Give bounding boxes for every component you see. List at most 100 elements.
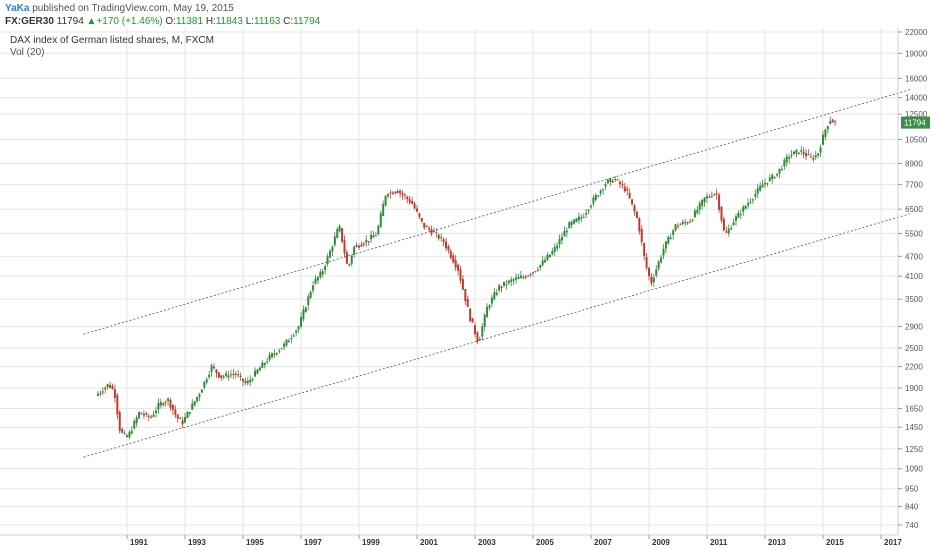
candle-body — [701, 199, 704, 206]
price-chart[interactable]: 740 840 950 1090 1250 1450 1650 1900 2200 2500 290… — [0, 28, 932, 550]
y-tick-label: 840 — [905, 503, 919, 512]
candle-body — [735, 216, 737, 221]
candle-body — [123, 432, 126, 434]
y-tick-label: 8900 — [905, 160, 923, 169]
candle-body — [367, 240, 370, 242]
candle-body — [384, 195, 387, 206]
candle-body — [461, 279, 464, 290]
candle-body — [302, 309, 305, 320]
y-tick-label: 14000 — [905, 94, 928, 103]
price-change: +170 (+1.46%) — [96, 16, 163, 27]
candle-body — [510, 279, 513, 282]
candle-body — [660, 257, 663, 263]
candle-body — [314, 278, 317, 284]
candle-body — [99, 392, 102, 394]
candle-body — [432, 231, 435, 233]
low-value: 11163 — [254, 16, 281, 27]
candle-body — [672, 230, 675, 235]
up-arrow-icon: ▲ — [86, 16, 97, 27]
high-label: H: — [205, 16, 216, 27]
candle-body — [411, 201, 414, 204]
candle-body — [126, 435, 128, 437]
candle-body — [345, 252, 348, 264]
time-axis[interactable]: 1991 1993 1995 1997 1999 2001 2003 2005 2007 2009… — [126, 535, 902, 547]
candle-body — [435, 232, 438, 234]
candle-body — [585, 213, 588, 215]
candle-body — [476, 332, 479, 342]
candle-body — [611, 180, 614, 183]
candle-body — [135, 417, 138, 424]
candle-body — [631, 199, 634, 205]
last-price-marker: 11794 — [901, 116, 930, 129]
candle-body — [181, 420, 184, 425]
candle-body — [205, 379, 208, 383]
candle-body — [457, 264, 460, 271]
candle-body — [715, 193, 718, 195]
candle-body — [198, 394, 201, 397]
candle-body — [111, 386, 114, 389]
candle-body — [570, 221, 573, 226]
quote-bar: FX:GER30 11794 ▲+170 (+1.46%) O:11381 H:… — [5, 16, 320, 28]
candle-body — [251, 379, 254, 381]
candle-body — [394, 191, 397, 194]
candle-body — [121, 428, 124, 433]
x-tick-label: 1993 — [188, 538, 206, 547]
candle-body — [662, 248, 665, 256]
candle-body — [657, 261, 660, 269]
x-tick-label: 2015 — [826, 538, 844, 547]
candle-body — [130, 430, 133, 434]
candle-body — [577, 216, 580, 221]
candle-body — [500, 286, 503, 288]
candle-body — [706, 196, 708, 199]
candle-body — [416, 208, 418, 212]
candle-body — [401, 192, 404, 196]
price-axis[interactable]: 740 840 950 1090 1250 1450 1650 1900 2200 2500 290… — [898, 28, 928, 530]
y-tick-label: 1090 — [905, 465, 923, 474]
candle-body — [696, 209, 699, 214]
x-tick-label: 2007 — [594, 538, 612, 547]
candle-body — [727, 228, 730, 234]
candle-body — [756, 188, 759, 194]
candle-body — [768, 177, 771, 181]
y-tick-label: 2200 — [905, 363, 923, 372]
candle-body — [350, 255, 353, 264]
candle-body — [145, 413, 148, 415]
author-link[interactable]: YaKa — [5, 3, 30, 14]
candle-body — [338, 225, 341, 232]
candle-body — [232, 374, 235, 376]
candle-body — [742, 206, 745, 212]
candle-body — [739, 214, 742, 216]
candle-body — [297, 326, 300, 330]
candle-body — [387, 194, 389, 197]
candle-body — [188, 412, 191, 414]
candle-body — [324, 266, 327, 271]
candle-body — [551, 251, 554, 255]
y-tick-label: 2900 — [905, 322, 923, 331]
candle-body — [312, 285, 315, 291]
candle-body — [573, 219, 576, 224]
candle-body — [389, 192, 392, 194]
candle-body — [478, 338, 481, 340]
candle-body — [802, 151, 805, 155]
last-price: 11794 — [56, 16, 84, 27]
candles — [97, 116, 837, 440]
x-tick-label: 1999 — [362, 538, 380, 547]
published-text: published on TradingView.com, May 19, 20… — [32, 3, 234, 14]
candle-body — [210, 365, 213, 372]
candle-body — [790, 154, 793, 156]
volume-indicator-label[interactable]: Vol (20) — [10, 47, 45, 58]
candle-body — [200, 389, 203, 393]
x-tick-label: 2017 — [884, 538, 902, 547]
symbol-label[interactable]: FX:GER30 — [5, 16, 54, 27]
candle-body — [331, 246, 334, 252]
candle-body — [138, 412, 141, 419]
candle-body — [150, 416, 153, 418]
x-tick-label: 2009 — [652, 538, 670, 547]
x-tick-label: 1991 — [130, 538, 148, 547]
candle-body — [425, 226, 428, 228]
candle-body — [563, 231, 566, 237]
candle-body — [316, 276, 319, 281]
candle-body — [592, 197, 595, 204]
candle-body — [140, 412, 143, 415]
candle-body — [413, 203, 416, 209]
